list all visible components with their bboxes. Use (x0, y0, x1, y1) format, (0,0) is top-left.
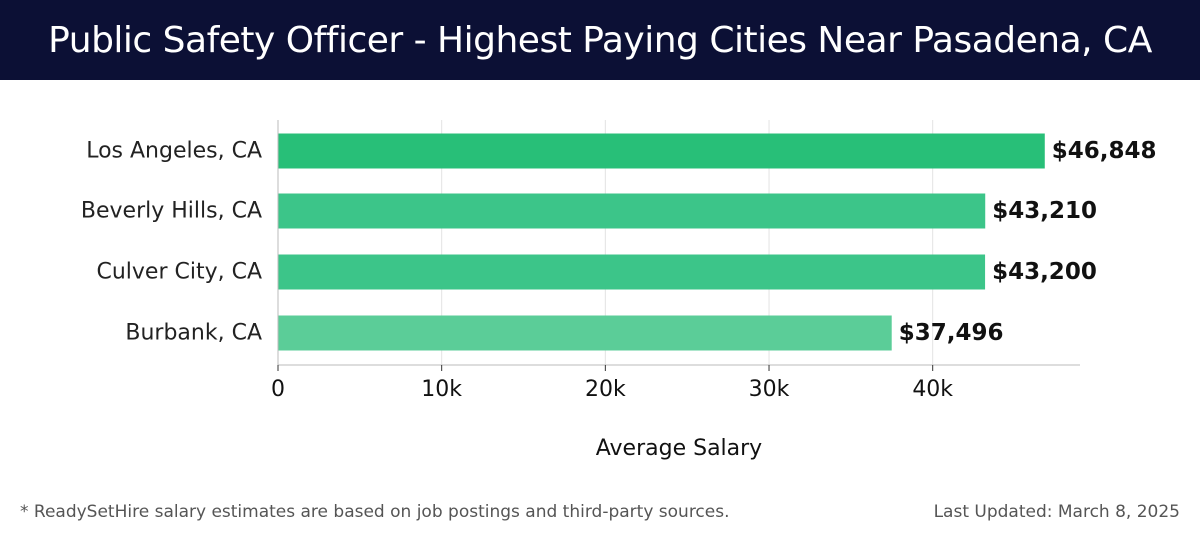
bar-2 (278, 254, 986, 290)
last-updated: Last Updated: March 8, 2025 (933, 502, 1180, 522)
title-banner: Public Safety Officer - Highest Paying C… (0, 0, 1200, 80)
x-axis-title: Average Salary (596, 436, 762, 461)
value-label-2: $43,200 (992, 259, 1097, 285)
x-tick-label-0: 0 (271, 377, 285, 402)
x-tick-label-4: 40k (912, 377, 953, 402)
x-tick-label-1: 10k (421, 377, 462, 402)
value-label-3: $37,496 (899, 320, 1004, 346)
x-tick-label-3: 30k (749, 377, 790, 402)
page-title: Public Safety Officer - Highest Paying C… (48, 19, 1152, 61)
category-label-2: Culver City, CA (96, 260, 262, 285)
category-label-3: Burbank, CA (125, 321, 262, 346)
footnote: * ReadySetHire salary estimates are base… (20, 502, 730, 522)
category-label-1: Beverly Hills, CA (81, 199, 262, 224)
bar-0 (278, 133, 1045, 169)
value-label-0: $46,848 (1052, 138, 1157, 164)
category-label-0: Los Angeles, CA (86, 139, 262, 164)
salary-bar-chart: Los Angeles, CA $46,848 Beverly Hills, CA $… (81, 120, 1157, 461)
bar-1 (278, 193, 986, 229)
bar-3 (278, 315, 892, 351)
x-tick-label-2: 20k (585, 377, 626, 402)
value-label-1: $43,210 (992, 198, 1097, 224)
